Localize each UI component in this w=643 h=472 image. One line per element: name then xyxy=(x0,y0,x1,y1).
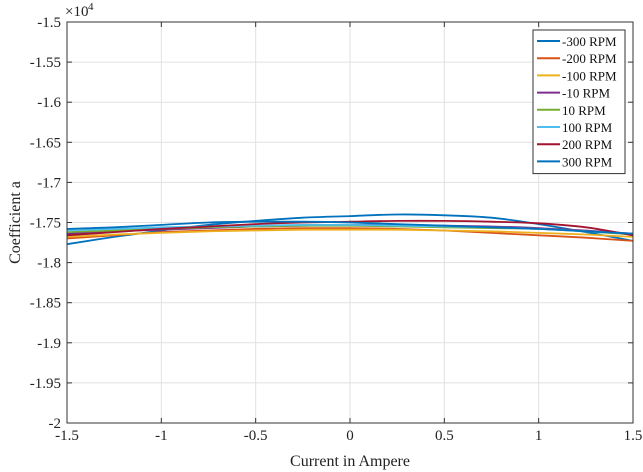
axis-ticks: -1.5 -1 -0.5 0 0.5 1 1.5 -1.5 -1.55 -1.6 -1.65 -1.7… xyxy=(30,15,643,444)
y-tick-label: -1.65 xyxy=(30,135,61,151)
y-tick-label: -1.55 xyxy=(30,55,61,71)
legend-entry-label: -10 RPM xyxy=(562,86,610,101)
legend-entry-label: 200 RPM xyxy=(562,137,613,152)
x-tick-label: -1 xyxy=(155,428,168,444)
y-tick-label: -1.7 xyxy=(37,175,61,191)
legend-entry-label: -300 RPM xyxy=(562,34,617,49)
y-tick-label: -1.95 xyxy=(30,376,61,392)
x-tick-label: 0 xyxy=(346,428,354,444)
plot-series xyxy=(66,213,634,246)
y-tick-label: -1.8 xyxy=(37,256,61,272)
x-tick-label: 0.5 xyxy=(435,428,454,444)
y-tick-label: -1.9 xyxy=(37,336,61,352)
y-tick-label: -1.75 xyxy=(30,216,61,232)
legend-entry-label: 300 RPM xyxy=(562,154,613,169)
legend-entry-label: 10 RPM xyxy=(562,103,606,118)
y-tick-label: -2 xyxy=(49,416,62,432)
x-tick-label: -0.5 xyxy=(244,428,268,444)
series-line-7 xyxy=(66,220,634,235)
x-tick-label: 1.5 xyxy=(624,428,643,444)
y-tick-label: -1.85 xyxy=(30,296,61,312)
legend-entry-label: -200 RPM xyxy=(562,51,617,66)
y-tick-label: -1.6 xyxy=(37,95,61,111)
x-tick-label: 1 xyxy=(535,428,543,444)
y-axis-exponent-power: 4 xyxy=(88,1,94,13)
y-axis-exponent-base: ×10 xyxy=(65,4,88,20)
legend-entry-label: -100 RPM xyxy=(562,68,617,83)
x-axis-label: Current in Ampere xyxy=(290,453,410,470)
series-line-2 xyxy=(66,228,634,238)
legend-box xyxy=(532,29,626,175)
x-tick-label: -1.5 xyxy=(55,428,79,444)
legend: -300 RPM -200 RPM -100 RPM -10 RPM 10 RPM 100… xyxy=(532,29,626,175)
y-tick-label: -1.5 xyxy=(37,15,61,31)
y-axis-label: Coefficient a xyxy=(7,181,24,264)
legend-entry-label: 100 RPM xyxy=(562,120,613,135)
